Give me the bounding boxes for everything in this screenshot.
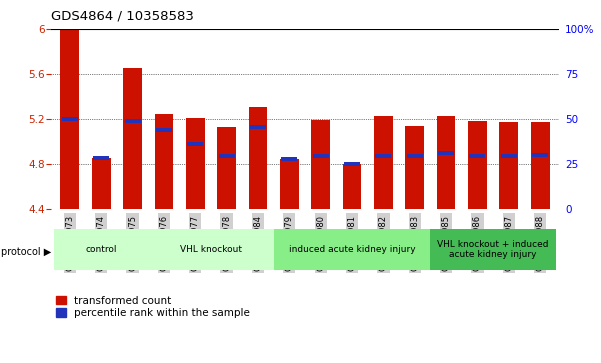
Legend: transformed count, percentile rank within the sample: transformed count, percentile rank withi…: [56, 295, 250, 318]
Bar: [469, 154, 486, 158]
Bar: [343, 164, 361, 209]
Bar: [281, 157, 297, 161]
Bar: [532, 153, 548, 157]
Bar: [154, 114, 173, 209]
Bar: [217, 127, 236, 209]
Bar: [61, 29, 79, 209]
FancyBboxPatch shape: [54, 229, 148, 270]
Bar: [376, 154, 391, 158]
Bar: [438, 151, 454, 155]
Bar: [92, 158, 111, 209]
FancyBboxPatch shape: [430, 229, 556, 270]
Bar: [62, 117, 78, 121]
Bar: [344, 162, 360, 166]
Bar: [219, 154, 234, 158]
Bar: [249, 107, 267, 209]
Bar: [186, 118, 205, 209]
Text: protocol ▶: protocol ▶: [1, 247, 52, 257]
Bar: [250, 125, 266, 129]
Bar: [124, 119, 141, 123]
FancyBboxPatch shape: [273, 229, 430, 270]
Text: control: control: [85, 245, 117, 254]
Bar: [156, 127, 172, 131]
Text: induced acute kidney injury: induced acute kidney injury: [288, 245, 415, 254]
Bar: [499, 122, 518, 209]
Bar: [93, 156, 109, 160]
Text: VHL knockout + induced
acute kidney injury: VHL knockout + induced acute kidney inju…: [438, 240, 549, 259]
Bar: [501, 154, 517, 158]
Bar: [188, 142, 203, 146]
Text: GDS4864 / 10358583: GDS4864 / 10358583: [51, 9, 194, 22]
Bar: [531, 122, 549, 209]
FancyBboxPatch shape: [148, 229, 273, 270]
Bar: [468, 121, 487, 209]
Bar: [280, 159, 299, 209]
Bar: [374, 116, 393, 209]
Bar: [437, 116, 456, 209]
Bar: [405, 126, 424, 209]
Bar: [123, 68, 142, 209]
Bar: [407, 154, 423, 158]
Bar: [311, 120, 330, 209]
Bar: [313, 154, 329, 158]
Text: VHL knockout: VHL knockout: [180, 245, 242, 254]
